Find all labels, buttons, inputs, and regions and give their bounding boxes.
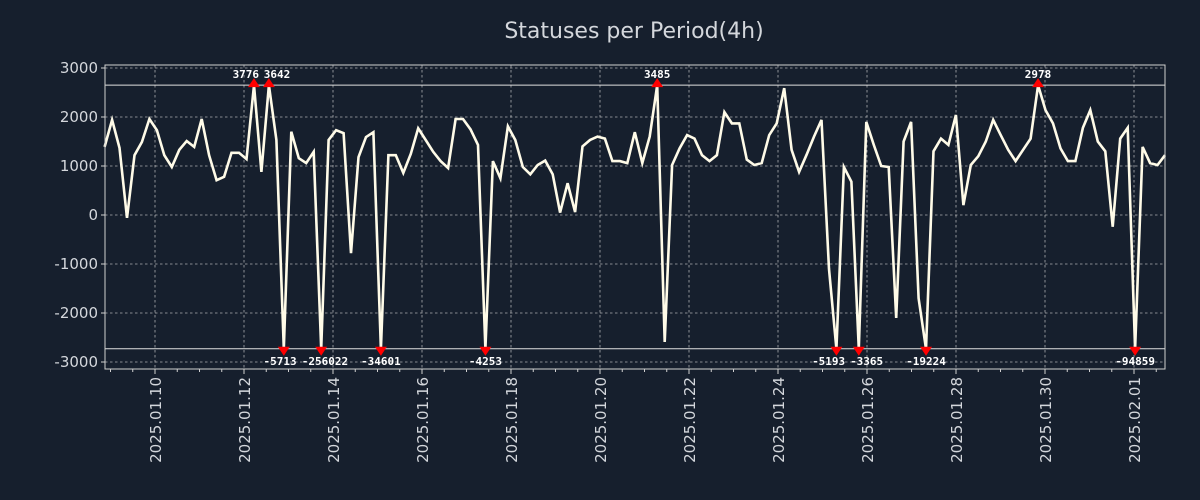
min-annotation-label: -5193 [812,355,845,368]
series-group [103,84,1167,349]
x-tick-label: 2025.01.30 [1037,377,1055,463]
max-annotation-label: 2978 [1025,68,1052,81]
chart-title: Statuses per Period(4h) [504,19,763,44]
min-annotation-label: -3365 [850,355,883,368]
x-tick-label: 2025.01.22 [681,377,699,463]
max-marker-icon [262,78,275,88]
max-annotation-label: 3776 [233,68,260,81]
y-tick-label: -3000 [54,353,98,371]
x-tick-label: 2025.01.16 [414,377,432,463]
min-annotation-label: -94859 [1115,355,1155,368]
x-tick-label: 2025.02.01 [1126,377,1144,463]
min-marker-icon [479,346,492,356]
y-tick-label: 3000 [60,59,98,77]
x-tick-label: 2025.01.10 [147,377,165,463]
min-annotation-label: -5713 [264,355,297,368]
x-tick-label: 2025.01.14 [325,377,343,463]
max-marker-icon [247,78,260,88]
min-marker-icon [374,346,387,356]
x-tick-label: 2025.01.20 [592,377,610,463]
x-tick-label: 2025.01.18 [503,377,521,463]
max-marker-icon [1032,78,1045,88]
x-tick-label: 2025.01.28 [948,377,966,463]
max-marker-icon [651,78,664,88]
max-annotation-label: 3485 [644,68,671,81]
y-tick-label: 0 [88,206,98,224]
min-annotation-label: -34601 [361,355,401,368]
min-annotation-label: -19224 [906,355,946,368]
x-tick-label: 2025.01.26 [859,377,877,463]
min-marker-icon [1129,346,1142,356]
plot-frame [104,64,1166,370]
y-tick-label: 1000 [60,157,98,175]
min-marker-icon [852,346,865,356]
min-marker-icon [315,346,328,356]
axes: 3000 2000 1000 0 -1000 -2000 -3000 2025.01.10 20… [54,59,1157,463]
y-tick-label: -1000 [54,255,98,273]
min-annotation-label: -256022 [302,355,348,368]
min-annotation-label: -4253 [469,355,502,368]
min-marker-icon [830,346,843,356]
x-tick-label: 2025.01.24 [770,377,788,463]
min-marker-icon [920,346,933,356]
y-tick-label: 2000 [60,108,98,126]
x-tick-label: 2025.01.12 [236,377,254,463]
y-tick-label: -2000 [54,304,98,322]
min-marker-icon [277,346,290,356]
max-annotation-label: 3642 [264,68,291,81]
annotation-markers: 3776 3642 3485 2978 -5713 -256022 -34601 -4253 -… [233,68,1155,368]
series-line-statuses [103,84,1167,349]
